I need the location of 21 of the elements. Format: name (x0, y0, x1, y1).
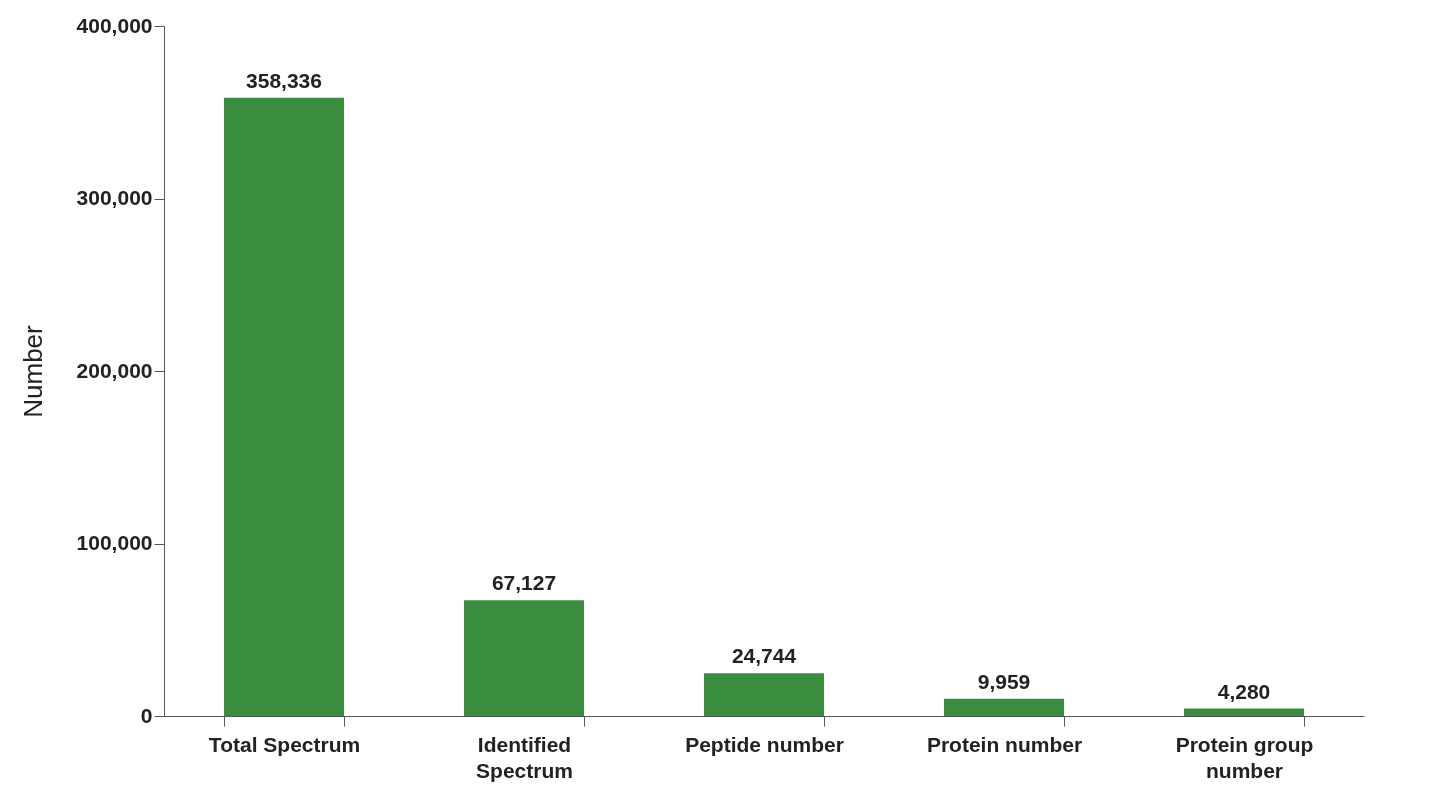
data-label: 9,959 (977, 669, 1031, 693)
y-tick-label: 100,000 (76, 531, 153, 554)
bar (1184, 708, 1304, 716)
x-tick-label: Total Spectrum (208, 732, 361, 756)
x-tick-label: Peptide number (685, 732, 844, 756)
x-tick-label: Protein number (926, 732, 1083, 756)
y-tick-label: 200,000 (76, 358, 153, 382)
y-tick-label: 300,000 (76, 186, 153, 209)
data-label: 67,127 (491, 571, 557, 595)
data-label: 358,336 (246, 68, 322, 92)
data-label: 24,744 (731, 644, 797, 668)
data-label: 4,280 (1217, 679, 1271, 703)
bar (464, 600, 584, 716)
y-tick-label: 0 (140, 703, 153, 727)
y-axis-title: Number (17, 324, 48, 418)
x-tick-label: Identified Spectrum (476, 732, 573, 782)
bar (704, 673, 824, 716)
bar (944, 698, 1064, 716)
x-tick-label: Protein group number (1175, 732, 1314, 782)
y-tick-label: 400,000 (76, 13, 153, 37)
bar (224, 97, 344, 716)
